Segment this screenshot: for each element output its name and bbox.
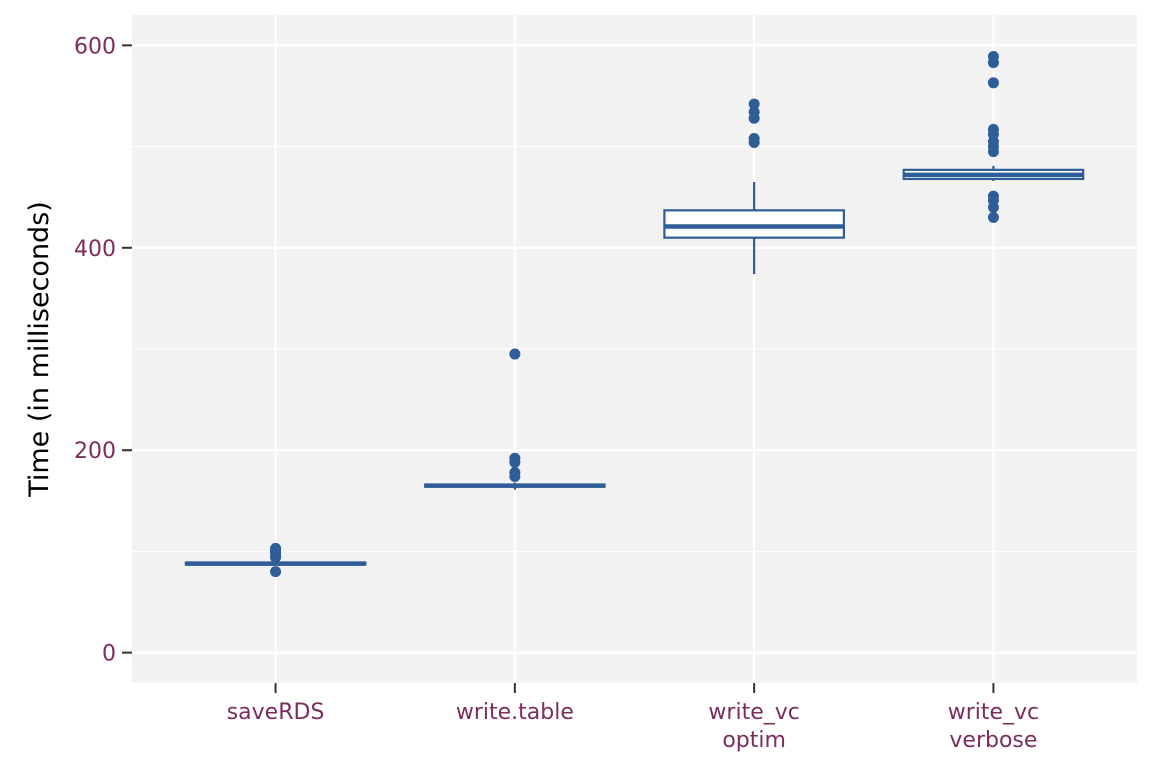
minor-gridlines <box>132 146 1137 552</box>
box-group <box>184 542 367 578</box>
outlier-point <box>270 566 282 578</box>
box-group <box>902 50 1085 223</box>
outlier-point <box>987 211 999 223</box>
outlier-point <box>270 542 282 554</box>
outlier-point <box>987 77 999 89</box>
outlier-point <box>509 466 521 478</box>
box-group <box>663 98 845 275</box>
y-tick-label: 600 <box>74 34 116 59</box>
outlier-point <box>987 190 999 202</box>
y-axis-title: Time (in milliseconds) <box>24 201 55 498</box>
outlier-point <box>748 98 760 110</box>
x-tick-label: saveRDS <box>227 700 325 725</box>
outlier-point <box>987 123 999 135</box>
outlier-point <box>748 132 760 144</box>
x-tick-label: write_vc verbose <box>948 700 1039 753</box>
x-tick-label: write_vc optim <box>708 700 799 753</box>
outlier-point <box>987 50 999 62</box>
y-tick-label: 0 <box>102 642 116 667</box>
y-tick-label: 400 <box>74 237 116 262</box>
outlier-point <box>748 106 760 118</box>
boxes <box>184 50 1085 578</box>
outlier-point <box>509 452 521 464</box>
y-tick-label: 200 <box>74 439 116 464</box>
outlier-point <box>509 348 521 360</box>
box-group <box>424 348 606 490</box>
x-tick-label: write.table <box>456 700 574 725</box>
x-axis: saveRDS write.table write_vc optim write_vc v… <box>227 683 1039 753</box>
y-axis: 0 200 400 600 <box>74 34 132 667</box>
box <box>663 209 845 239</box>
